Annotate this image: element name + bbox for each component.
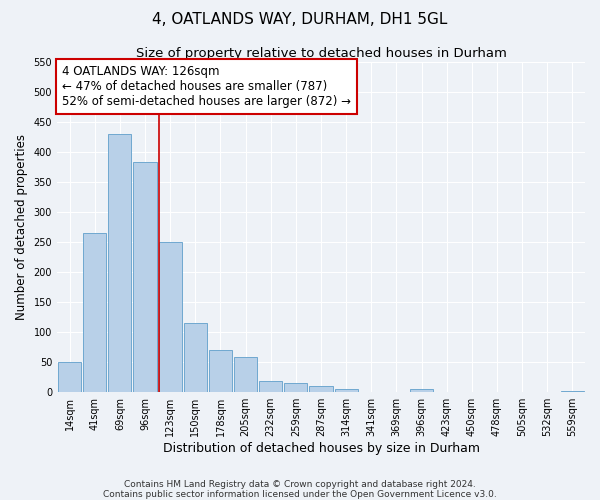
- Title: Size of property relative to detached houses in Durham: Size of property relative to detached ho…: [136, 48, 506, 60]
- Bar: [158, 242, 182, 392]
- Bar: [58, 362, 81, 392]
- Bar: [335, 389, 358, 392]
- Text: 4 OATLANDS WAY: 126sqm
← 47% of detached houses are smaller (787)
52% of semi-de: 4 OATLANDS WAY: 126sqm ← 47% of detached…: [62, 65, 352, 108]
- Bar: [184, 323, 207, 392]
- Bar: [561, 391, 584, 392]
- Bar: [284, 383, 307, 392]
- Text: 4, OATLANDS WAY, DURHAM, DH1 5GL: 4, OATLANDS WAY, DURHAM, DH1 5GL: [152, 12, 448, 28]
- Bar: [83, 233, 106, 392]
- Y-axis label: Number of detached properties: Number of detached properties: [15, 134, 28, 320]
- Text: Contains HM Land Registry data © Crown copyright and database right 2024.
Contai: Contains HM Land Registry data © Crown c…: [103, 480, 497, 499]
- Bar: [209, 350, 232, 392]
- Bar: [109, 134, 131, 392]
- Bar: [234, 358, 257, 392]
- Bar: [133, 162, 157, 392]
- Bar: [259, 382, 283, 392]
- Bar: [410, 389, 433, 392]
- X-axis label: Distribution of detached houses by size in Durham: Distribution of detached houses by size …: [163, 442, 479, 455]
- Bar: [310, 386, 332, 392]
